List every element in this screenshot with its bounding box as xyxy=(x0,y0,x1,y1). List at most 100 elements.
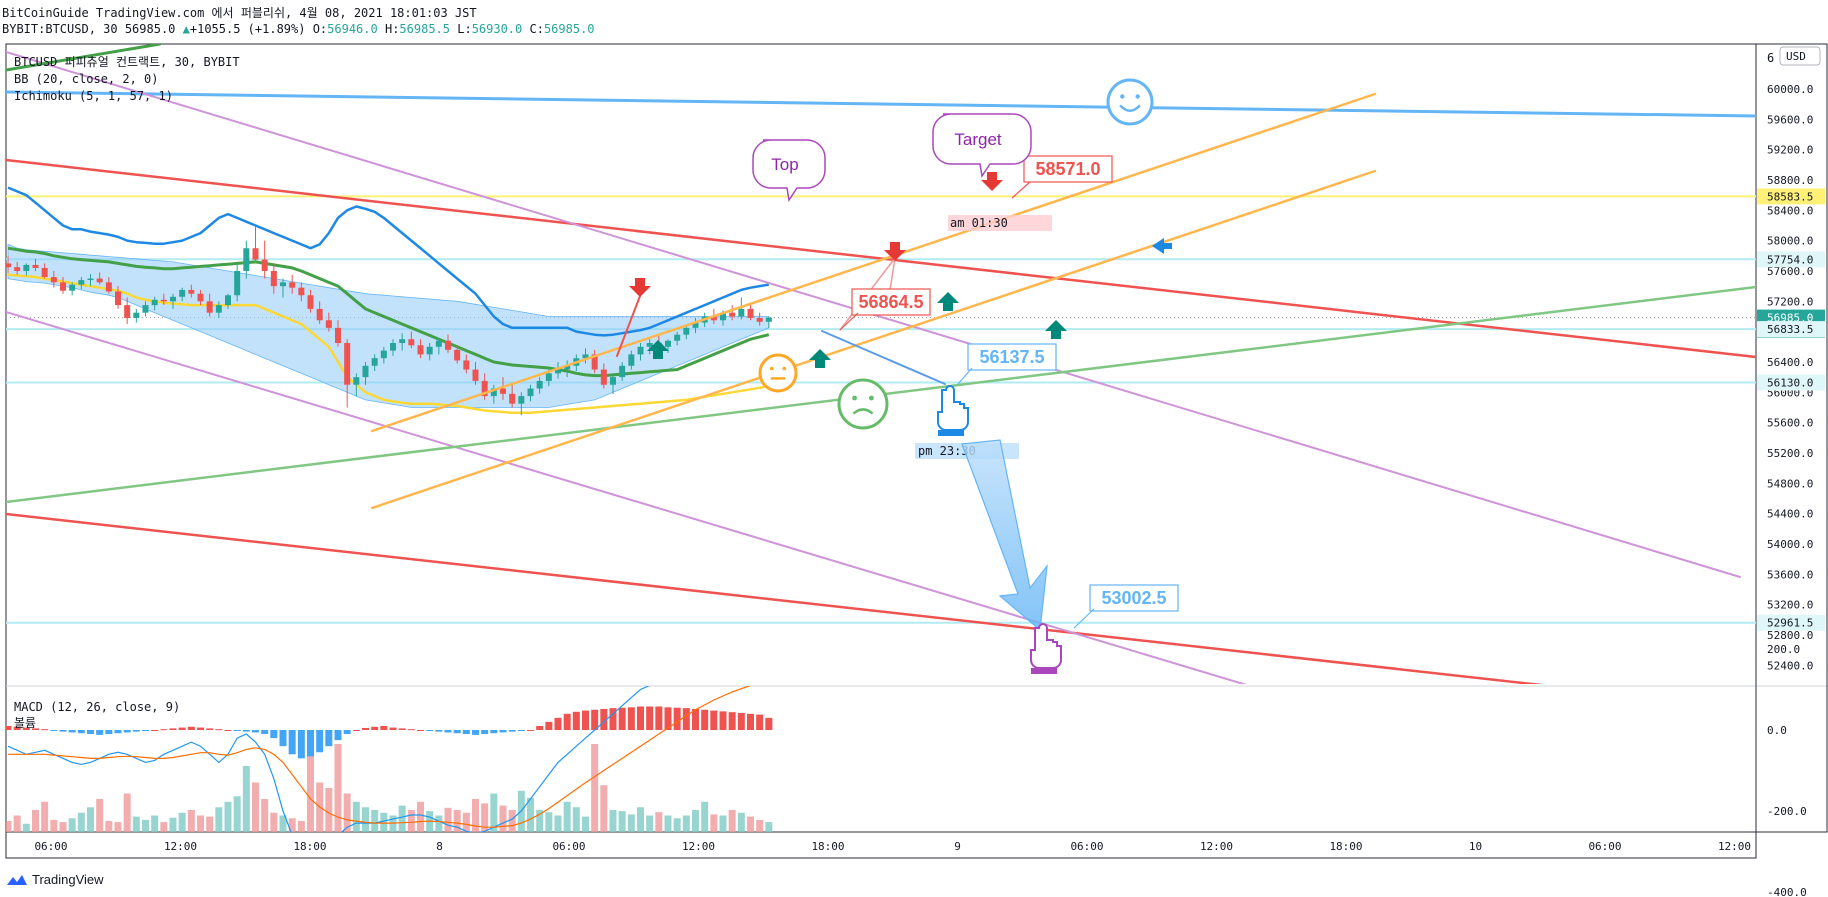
volume-bar xyxy=(472,799,479,832)
candle-body xyxy=(316,308,323,321)
candle-body xyxy=(610,377,616,385)
price-badge-label: 52961.5 xyxy=(1767,617,1813,630)
candle-body xyxy=(261,259,268,271)
volume-bar xyxy=(747,816,754,832)
volume-bar xyxy=(169,817,177,832)
candle-body xyxy=(96,278,103,283)
volume-bar xyxy=(710,814,718,832)
candle-body xyxy=(637,346,644,355)
volume-bar xyxy=(343,793,351,832)
smiley-happy-icon-eye xyxy=(1120,94,1125,99)
legend-volume: 볼륨 xyxy=(14,716,36,730)
price-tick-label: 54400.0 xyxy=(1767,508,1813,521)
price-change: +1055.5 (+1.89%) xyxy=(189,22,306,36)
candle-body xyxy=(518,396,525,404)
candle-body xyxy=(481,380,488,397)
bollinger-middle-line xyxy=(7,246,770,378)
macd-histogram-bar xyxy=(398,728,406,730)
bubble-top-bubble xyxy=(752,139,826,202)
candle-body xyxy=(756,317,763,322)
volume-bar xyxy=(362,807,369,832)
volume-bar xyxy=(765,822,773,832)
time-tick-label: 12:00 xyxy=(1718,840,1751,853)
macd-histogram-bar xyxy=(673,707,681,730)
macd-tick-label: -400.0 xyxy=(1767,886,1807,897)
price-axis[interactable] xyxy=(1755,43,1828,833)
macd-pane[interactable] xyxy=(5,667,773,852)
macd-histogram-bar xyxy=(343,730,351,735)
low-value: 56930.0 xyxy=(471,22,523,36)
macd-histogram-bar xyxy=(151,730,159,731)
volume-bar xyxy=(490,793,498,832)
volume-bar xyxy=(334,744,342,832)
volume-bar xyxy=(719,815,727,832)
candle-body xyxy=(78,280,85,285)
macd-histogram-bar xyxy=(490,730,498,734)
price-badge-label: 57754.0 xyxy=(1767,253,1813,266)
macd-tick-label: 0.0 xyxy=(1767,724,1787,737)
macd-histogram-bar xyxy=(435,730,443,732)
candle-body xyxy=(729,312,736,317)
macd-histogram-bar xyxy=(462,730,470,735)
macd-histogram-bar xyxy=(701,709,709,730)
candle-body xyxy=(646,343,653,347)
price-label-58571: 58571.0 xyxy=(1035,159,1100,179)
price-pane[interactable]: 58571.0 56864.5 56137.5 53002.5 am 01:30 pm 2… xyxy=(5,44,1756,686)
volume-bar xyxy=(6,821,12,832)
publish-info: BitCoinGuide TradingView.com 에서 퍼블리쉬, 4월… xyxy=(2,6,477,20)
close-value: 56985.0 xyxy=(543,22,595,36)
price-tick-label: 53600.0 xyxy=(1767,568,1813,581)
time-axis[interactable] xyxy=(5,831,1757,859)
axis-labels: 60000.0 59600.0 59200.0 58800.0 58400.0 58000… xyxy=(34,83,1813,897)
macd-histogram-bar xyxy=(572,711,580,730)
macd-histogram-bar xyxy=(646,706,654,730)
volume-bar xyxy=(114,822,122,832)
footer: TradingView xyxy=(6,872,104,887)
sell-arrow-icon xyxy=(629,278,651,297)
bubble-target-bubble xyxy=(932,113,1032,178)
volume-bar xyxy=(215,807,223,832)
macd-histogram-bar xyxy=(50,730,58,731)
volume-bar xyxy=(77,812,85,832)
volume-bar xyxy=(105,821,113,832)
candle-body xyxy=(765,317,772,322)
candle-body xyxy=(710,316,717,321)
volume-bar xyxy=(481,803,489,832)
candle-body xyxy=(591,354,598,370)
volume-bar xyxy=(407,810,415,832)
volume-bar xyxy=(398,805,406,832)
volume-bar xyxy=(728,810,736,832)
macd-histogram-bar xyxy=(747,713,754,730)
time-tick-label: 06:00 xyxy=(552,840,585,853)
candle-body xyxy=(69,284,76,291)
candle-body xyxy=(490,388,497,397)
legend-ichimoku: Ichimoku (5, 1, 57, 1) xyxy=(14,89,173,103)
volume-bar xyxy=(352,801,360,832)
legend-macd: MACD (12, 26, close, 9) xyxy=(14,700,180,714)
macd-histogram-bar xyxy=(261,730,269,735)
time-note-pm: pm 23:30 xyxy=(918,444,976,458)
price-badge-label: 56833.5 xyxy=(1767,323,1813,336)
price-tick-label: 58800.0 xyxy=(1767,174,1813,187)
macd-histogram-bar xyxy=(554,717,562,730)
label-pointer xyxy=(839,312,859,331)
macd-histogram-bar xyxy=(517,730,525,731)
candle-body xyxy=(289,282,296,288)
candle-body xyxy=(674,334,681,341)
volume-bar xyxy=(132,816,140,832)
volume-bar xyxy=(646,815,654,832)
price-badge xyxy=(1757,188,1825,205)
volume-bar xyxy=(307,749,314,832)
candle-body xyxy=(683,327,690,335)
sell-arrow-icon xyxy=(981,172,1003,191)
candle-body xyxy=(390,343,396,351)
macd-histogram-bar xyxy=(472,730,479,735)
volume-bar xyxy=(545,812,553,832)
price-tick-label: 58400.0 xyxy=(1767,204,1813,217)
volume-bar xyxy=(435,815,443,832)
candle-body xyxy=(188,289,195,294)
currency-button[interactable] xyxy=(1779,46,1821,66)
buy-arrow-icon xyxy=(1045,320,1067,339)
price-tick-label: 57600.0 xyxy=(1767,265,1813,278)
